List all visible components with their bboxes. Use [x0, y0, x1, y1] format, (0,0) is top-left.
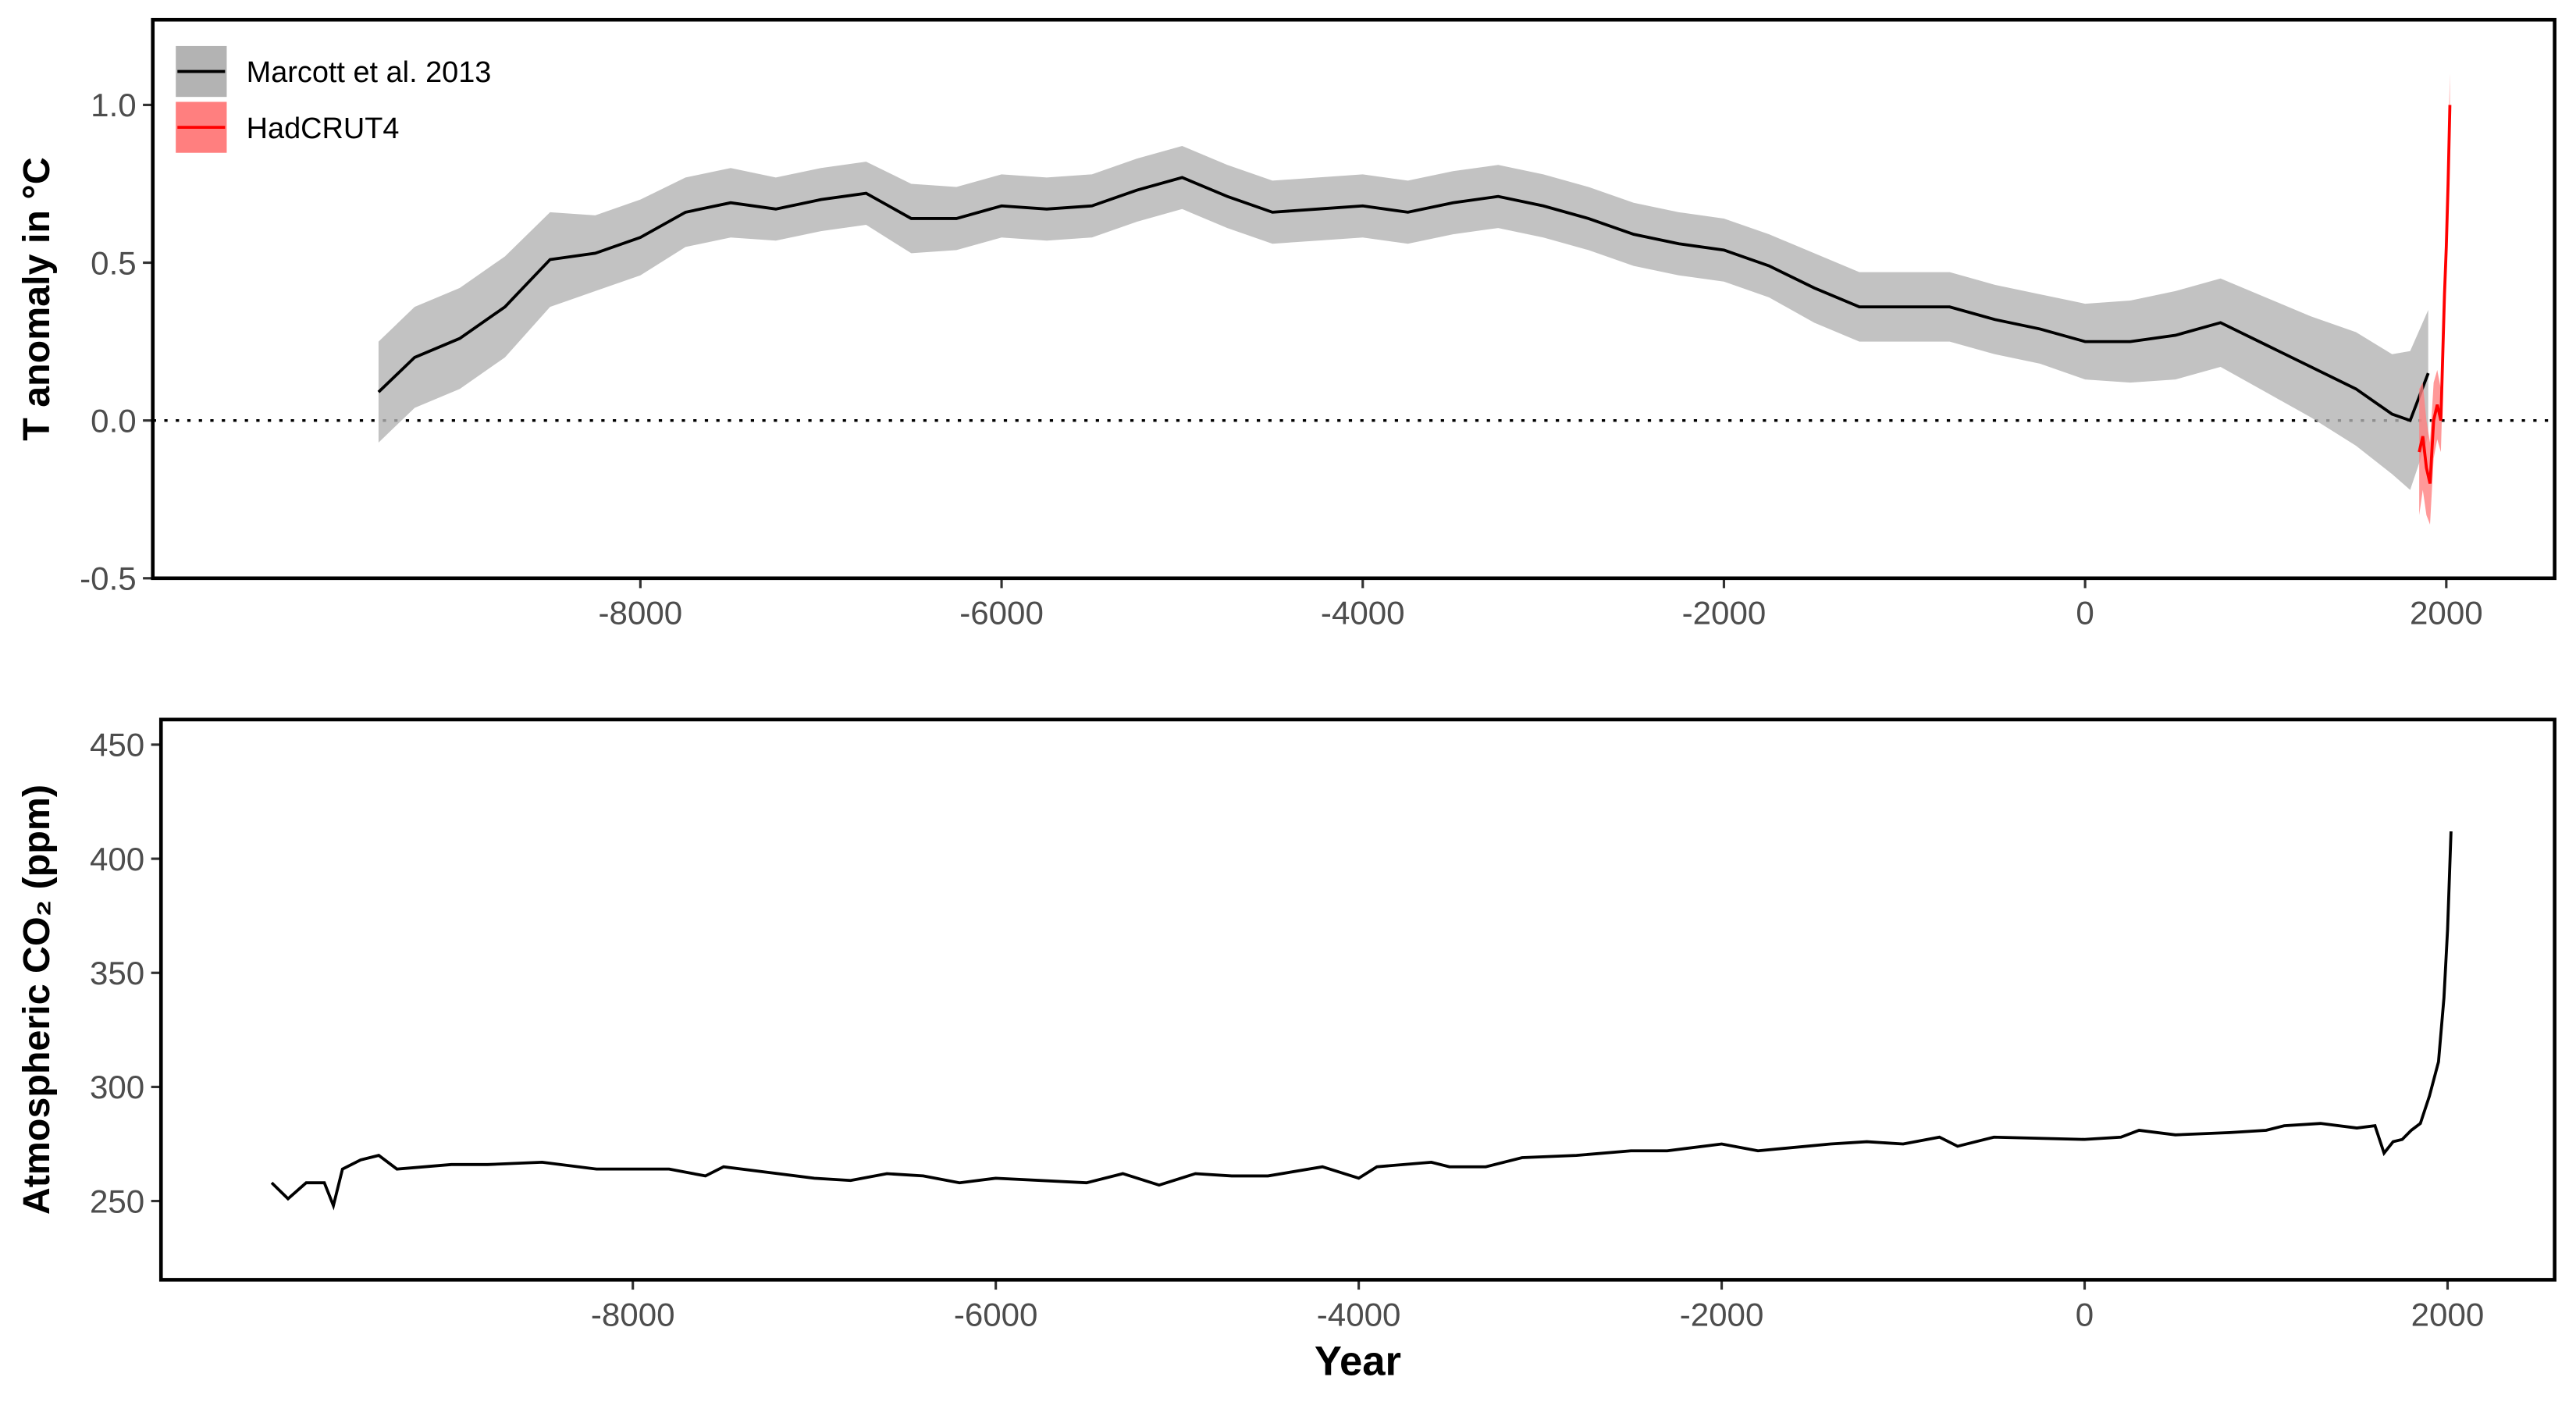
y-tick-label: -0.5 [80, 560, 137, 597]
y-axis-label: Atmospheric CO₂ (ppm) [16, 785, 58, 1215]
y-tick-label: 250 [90, 1183, 144, 1219]
y-axis-label: T anomaly in °C [16, 157, 58, 441]
panel-border [158, 717, 2556, 1282]
x-tick-label: -8000 [591, 1296, 675, 1333]
x-tick-label: 2000 [2411, 1296, 2485, 1333]
panel-border [151, 17, 2556, 581]
series-line [270, 831, 2453, 1211]
y-tick-label: 450 [90, 727, 144, 763]
legend-label: Marcott et al. 2013 [247, 56, 492, 89]
x-tick-label: -8000 [599, 595, 683, 632]
y-tick-label: 400 [90, 841, 144, 877]
x-tick-label: 2000 [2410, 595, 2483, 632]
panel: 250 300 350 400 450 -8000 -6000 -4000 -2000 0 2000… [16, 717, 2556, 1384]
uncertainty-band [378, 145, 2428, 490]
x-tick-label: -2000 [1682, 595, 1767, 632]
plot-area [152, 73, 2555, 525]
x-tick-label: -6000 [959, 595, 1044, 632]
y-tick-label: 0.0 [91, 402, 137, 439]
x-axis-label: Year [1315, 1338, 1401, 1384]
legend-label: HadCRUT4 [247, 112, 400, 145]
y-tick-label: 1.0 [91, 87, 137, 123]
x-tick-label: -6000 [954, 1296, 1038, 1333]
x-tick-label: -4000 [1317, 1296, 1401, 1333]
x-tick-label: 0 [2076, 595, 2094, 632]
x-tick-label: -2000 [1680, 1296, 1764, 1333]
y-tick-label: 0.5 [91, 244, 137, 281]
x-tick-label: -4000 [1321, 595, 1405, 632]
x-tick-label: 0 [2076, 1296, 2094, 1333]
plot-area [270, 831, 2453, 1211]
panel: -0.5 0.0 0.5 1.0 -8000 -6000 -4000 -2000 0 2000 T … [16, 17, 2556, 632]
y-tick-label: 300 [90, 1069, 144, 1105]
y-tick-label: 350 [90, 955, 144, 991]
series-line [377, 176, 2430, 423]
series-line [2418, 105, 2452, 484]
